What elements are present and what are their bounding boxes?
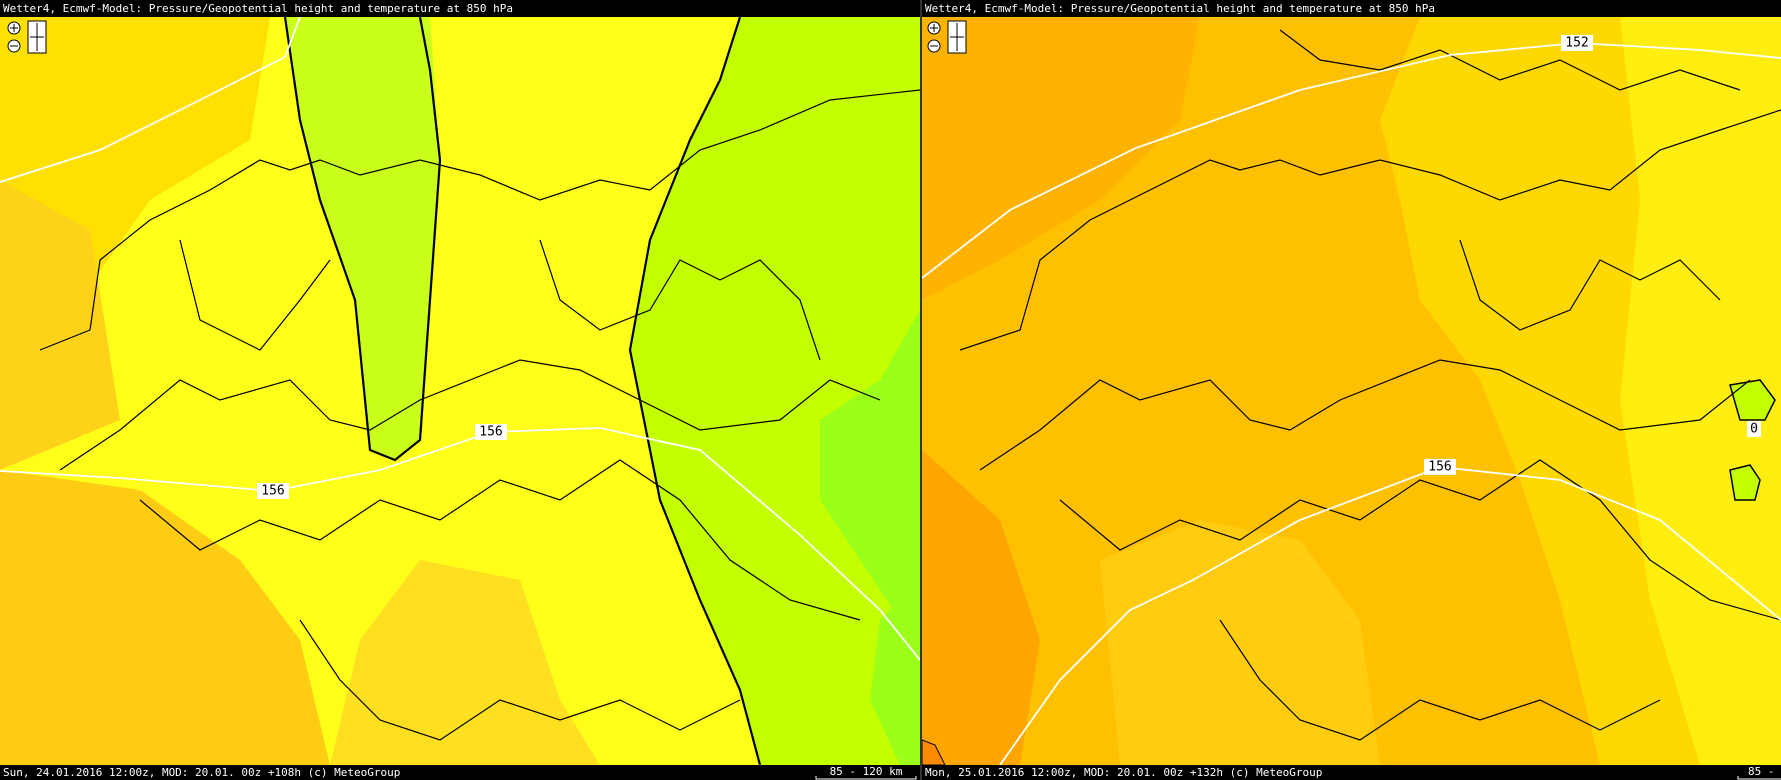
panel-footer: Mon, 25.01.2016 12:00z, MOD: 20.01. 00z … [925,766,1322,779]
panel-header: Wetter4, Ecmwf-Model: Pressure/Geopotent… [925,2,1435,15]
panel-footer: Sun, 24.01.2016 12:00z, MOD: 20.01. 00z … [3,766,400,779]
map: 152 156 0 [922,17,1781,765]
contour-label: 156 [479,425,502,440]
divider [920,0,922,780]
panel-header: Wetter4, Ecmwf-Model: Pressure/Geopotent… [3,2,513,15]
scale-label: 85 - [1748,765,1775,778]
contour-label: 156 [261,484,284,499]
right-panel: Wetter4, Ecmwf-Model: Pressure/Geopotent… [922,0,1781,780]
zoom-controls[interactable] [7,20,47,54]
contour-label-box [1424,459,1456,475]
contour-label: 0 [1750,422,1758,437]
header-bar [922,0,1781,17]
contour-label-box [475,424,507,440]
scale-label: 85 - 120 km [830,765,903,778]
zoom-controls[interactable] [927,20,967,54]
contour-label: 152 [1565,36,1588,51]
footer-bar [922,765,1781,780]
footer-bar [0,765,920,780]
header-bar [0,0,920,17]
contour-label-box [257,483,289,499]
left-panel: Wetter4, Ecmwf-Model: Pressure/Geopotent… [0,0,920,780]
map: 156 156 [0,17,920,765]
contour-label: 156 [1428,460,1451,475]
contour-label-box [1747,421,1761,437]
contour-label-box [1561,35,1593,51]
